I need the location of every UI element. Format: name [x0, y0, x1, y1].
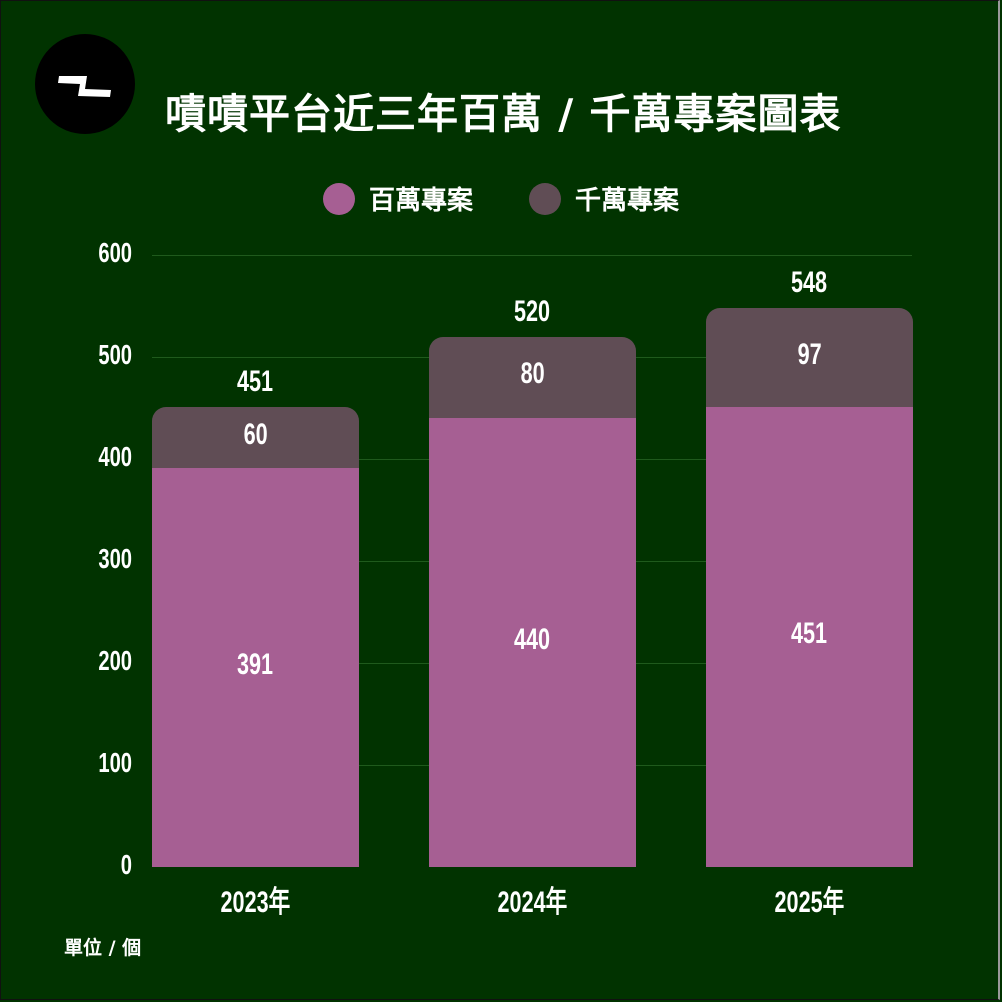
legend-item-million: 百萬專案 — [322, 180, 473, 217]
y-axis-tick-label: 600 — [98, 237, 132, 268]
legend-swatch-million — [322, 182, 355, 215]
segment-value-ten-million: 60 — [243, 417, 268, 451]
y-axis-tick-label: 400 — [98, 441, 132, 472]
segment-value-ten-million: 97 — [797, 337, 822, 371]
x-axis-label: 2024年 — [497, 886, 568, 919]
zeczec-logo-icon — [58, 76, 111, 97]
y-axis-tick-label: 200 — [98, 645, 132, 676]
plot-area: 0 100 200 300 400 500 600 391 60 451 2023年 440 80 520… — [98, 237, 913, 919]
bar-2023年: 391 60 — [152, 407, 359, 867]
bar-segment-million: 440 — [429, 418, 636, 867]
bar-segment-ten-million: 80 — [429, 336, 636, 419]
bar-segment-million: 391 — [152, 468, 359, 867]
y-axis-tick-label: 100 — [98, 747, 132, 778]
chart-title: 嘖嘖平台近三年百萬 / 千萬專案圖表 — [165, 90, 842, 138]
segment-value-million: 451 — [791, 616, 828, 650]
logo — [35, 34, 135, 134]
legend-label-ten-million: 千萬專案 — [575, 186, 680, 216]
x-axis-label: 2025年 — [774, 886, 845, 919]
x-axis-label: 2023年 — [220, 886, 291, 919]
bar-total-label: 520 — [514, 294, 551, 328]
legend: 百萬專案 千萬專案 — [0, 180, 1002, 217]
unit-label: 單位 / 個 — [64, 937, 142, 959]
legend-label-million: 百萬專案 — [368, 186, 473, 216]
bar-2025年: 451 97 — [706, 308, 913, 867]
segment-value-million: 391 — [237, 647, 274, 681]
bar-2024年: 440 80 — [429, 336, 636, 867]
bar-segment-million: 451 — [706, 406, 913, 867]
bar-segment-ten-million: 60 — [152, 407, 359, 469]
gridline — [152, 255, 912, 256]
y-axis-tick-label: 0 — [120, 849, 132, 880]
segment-value-million: 440 — [514, 622, 551, 656]
bar-segment-ten-million: 97 — [706, 308, 913, 407]
y-axis-tick-label: 500 — [98, 339, 132, 370]
y-axis-tick-label: 300 — [98, 543, 132, 574]
bar-total-label: 451 — [237, 364, 274, 398]
bar-total-label: 548 — [791, 266, 828, 300]
legend-item-ten-million: 千萬專案 — [529, 180, 679, 217]
segment-value-ten-million: 80 — [520, 357, 545, 391]
legend-swatch-ten-million — [529, 182, 561, 215]
